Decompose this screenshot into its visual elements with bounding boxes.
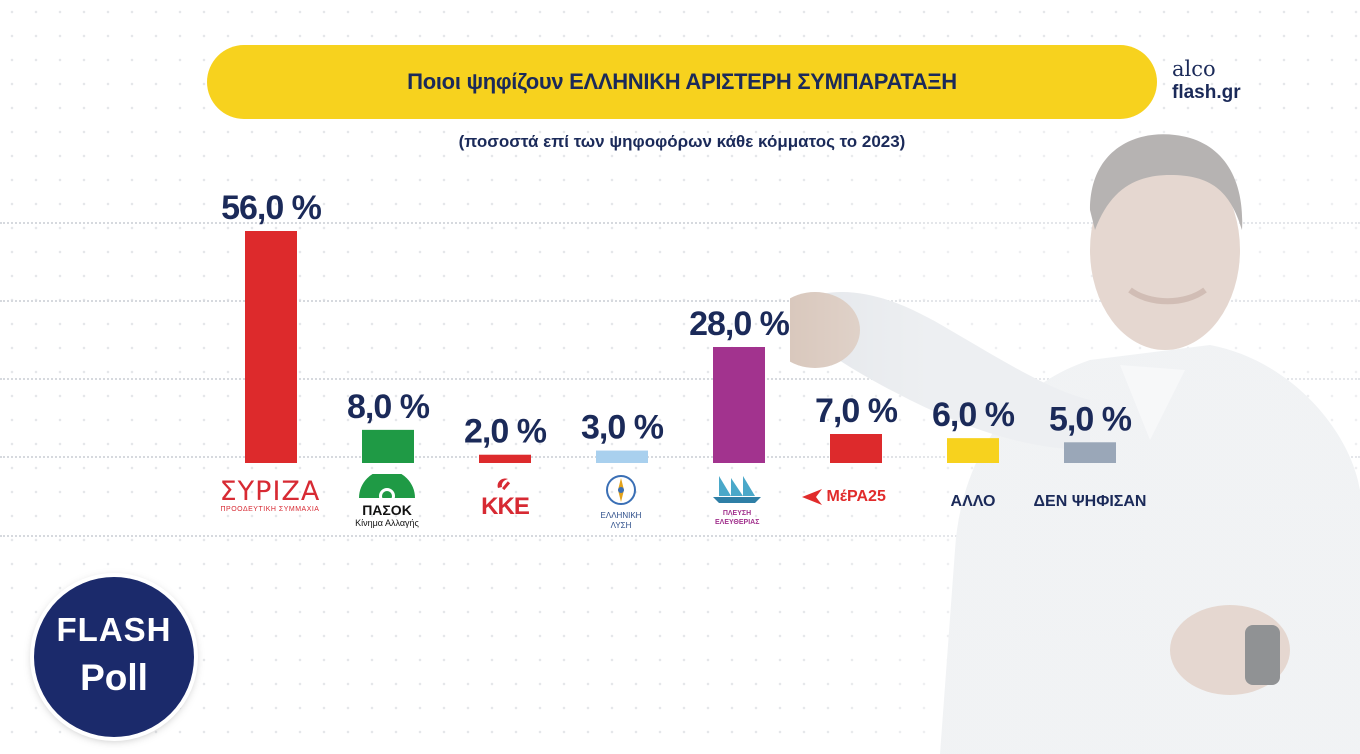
value-label-4: 3,0 % (581, 409, 664, 447)
value-label-5: 28,0 % (689, 305, 790, 343)
value-label-8: 5,0 % (1049, 400, 1132, 438)
hammer-sickle-icon (497, 478, 511, 491)
brand-line1: alco (1172, 57, 1216, 81)
grid-line (0, 300, 1360, 302)
pasok-logo-subtext: Κίνημα Αλλαγής (355, 518, 419, 528)
bar-5 (713, 347, 765, 463)
kke-logo-text: ΚΚΕ (481, 493, 530, 520)
mera25-logo-text: ΜέΡΑ25 (826, 488, 886, 505)
category-label-8: ΔΕΝ ΨΗΦΙΣΑΝ (1034, 493, 1147, 510)
grid-line (0, 378, 1360, 380)
value-label-7: 6,0 % (932, 396, 1015, 434)
flash-poll-badge: FLASH Poll (34, 577, 194, 737)
badge-line1: FLASH (56, 611, 172, 648)
logo-elliniki-lysi: ΕΛΛΗΝΙΚΗ ΛΥΣΗ (586, 474, 656, 531)
logo-syriza: ΣΥΡΙΖΑ ΠΡΟΟΔΕΥΤΙΚΗ ΣΥΜΜΑΧΙΑ (214, 476, 326, 514)
plefsi-logo-text: ΠΛΕΥΣΗ ΕΛΕΥΘΕΡΙΑΣ (715, 510, 760, 526)
bar-1 (245, 231, 297, 463)
chart-subtitle: (ποσοστά επί των ψηφοφόρων κάθε κόμματος… (458, 132, 906, 151)
arrow-icon (802, 489, 822, 505)
logo-plefsi: ΠΛΕΥΣΗ ΕΛΕΥΘΕΡΙΑΣ (704, 474, 770, 527)
pasok-logo-text: ΠΑΣΟΚ (362, 502, 412, 518)
logo-kke: ΚΚΕ (470, 476, 540, 519)
title-banner: Ποιοι ψηφίζουν ΕΛΛΗΝΙΚΗ ΑΡΙΣΤΕΡΗ ΣΥΜΠΑΡΑ… (207, 45, 1157, 119)
syriza-logo-text: ΣΥΡΙΖΑ (219, 476, 321, 507)
value-label-6: 7,0 % (815, 392, 898, 430)
value-label-3: 2,0 % (464, 413, 547, 451)
grid-line (0, 456, 1360, 458)
logo-mera25: ΜέΡΑ25 (802, 488, 914, 506)
bar-4 (596, 450, 648, 463)
chart-title: Ποιοι ψηφίζουν ΕΛΛΗΝΙΚΗ ΑΡΙΣΤΕΡΗ ΣΥΜΠΑΡΑ… (407, 69, 957, 94)
value-label-1: 56,0 % (221, 189, 322, 227)
value-label-2: 8,0 % (347, 388, 430, 426)
badge-line2: Poll (80, 657, 148, 698)
elliniki-lysi-logo-text: ΕΛΛΗΝΙΚΗ ΛΥΣΗ (600, 511, 642, 530)
ship-icon (713, 476, 761, 503)
compass-icon (606, 475, 636, 505)
syriza-logo-subtext: ΠΡΟΟΔΕΥΤΙΚΗ ΣΥΜΜΑΧΙΑ (220, 506, 320, 513)
bar-6 (830, 434, 882, 463)
brand-line2: flash.gr (1172, 82, 1241, 103)
bar-3 (479, 454, 531, 463)
brand-logo: alco flash.gr (1172, 58, 1241, 106)
category-label-7: ΑΛΛΟ (951, 493, 996, 510)
logo-pasok: ΠΑΣΟΚ Κίνημα Αλλαγής (348, 470, 426, 529)
bar-8 (1064, 442, 1116, 463)
politician-photo (790, 130, 1360, 754)
grid-line (0, 222, 1360, 224)
bar-2 (362, 429, 414, 463)
pasok-sun-icon (359, 470, 415, 504)
grid-line (0, 535, 1360, 537)
bar-7 (947, 438, 999, 463)
